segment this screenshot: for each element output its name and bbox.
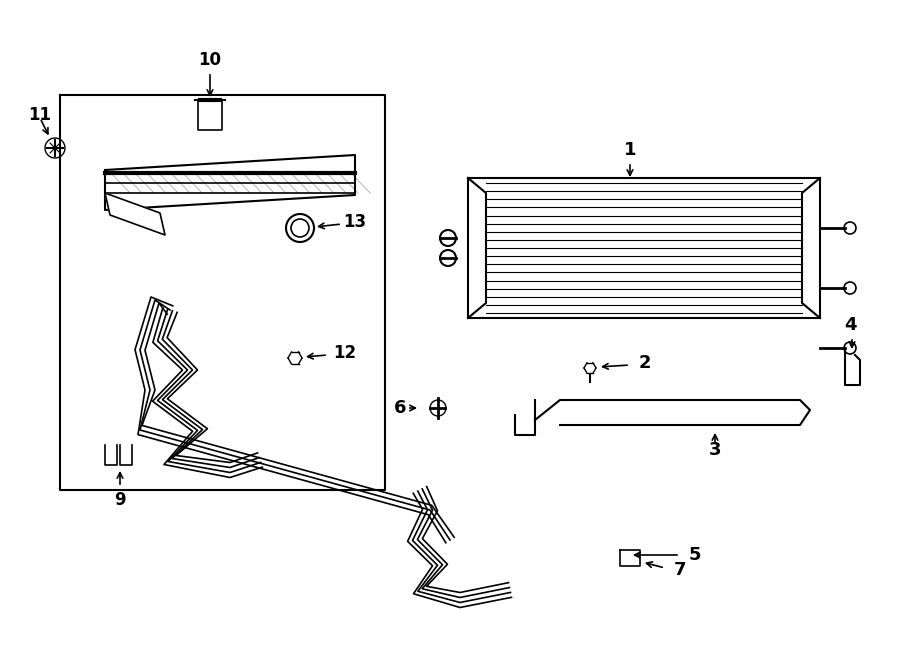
Text: 10: 10 [199, 51, 221, 69]
Text: 5: 5 [688, 546, 701, 564]
Text: 9: 9 [114, 491, 126, 509]
Text: 12: 12 [333, 344, 356, 362]
Polygon shape [105, 193, 165, 235]
Text: 4: 4 [844, 316, 856, 334]
Text: 3: 3 [709, 441, 721, 459]
Text: 6: 6 [394, 399, 406, 417]
Text: 7: 7 [674, 561, 686, 579]
Text: 1: 1 [624, 141, 636, 159]
Text: 2: 2 [639, 354, 652, 372]
Text: 11: 11 [29, 106, 51, 124]
Text: 13: 13 [344, 213, 366, 231]
